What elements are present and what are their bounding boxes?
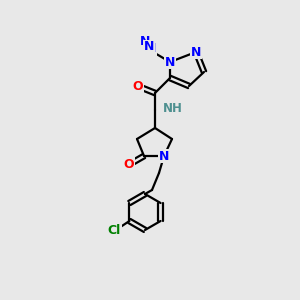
Text: N: N: [191, 46, 201, 59]
Text: O: O: [124, 158, 134, 170]
Text: Cl: Cl: [108, 224, 121, 236]
Text: N: N: [140, 35, 150, 48]
Text: N: N: [146, 43, 156, 56]
Text: N: N: [143, 44, 153, 56]
Text: N: N: [165, 56, 175, 68]
Text: O: O: [133, 80, 143, 94]
Text: NH: NH: [163, 103, 183, 116]
Text: N: N: [191, 46, 201, 59]
Text: N: N: [159, 149, 169, 163]
Text: N: N: [144, 40, 154, 53]
Text: N: N: [165, 56, 175, 68]
